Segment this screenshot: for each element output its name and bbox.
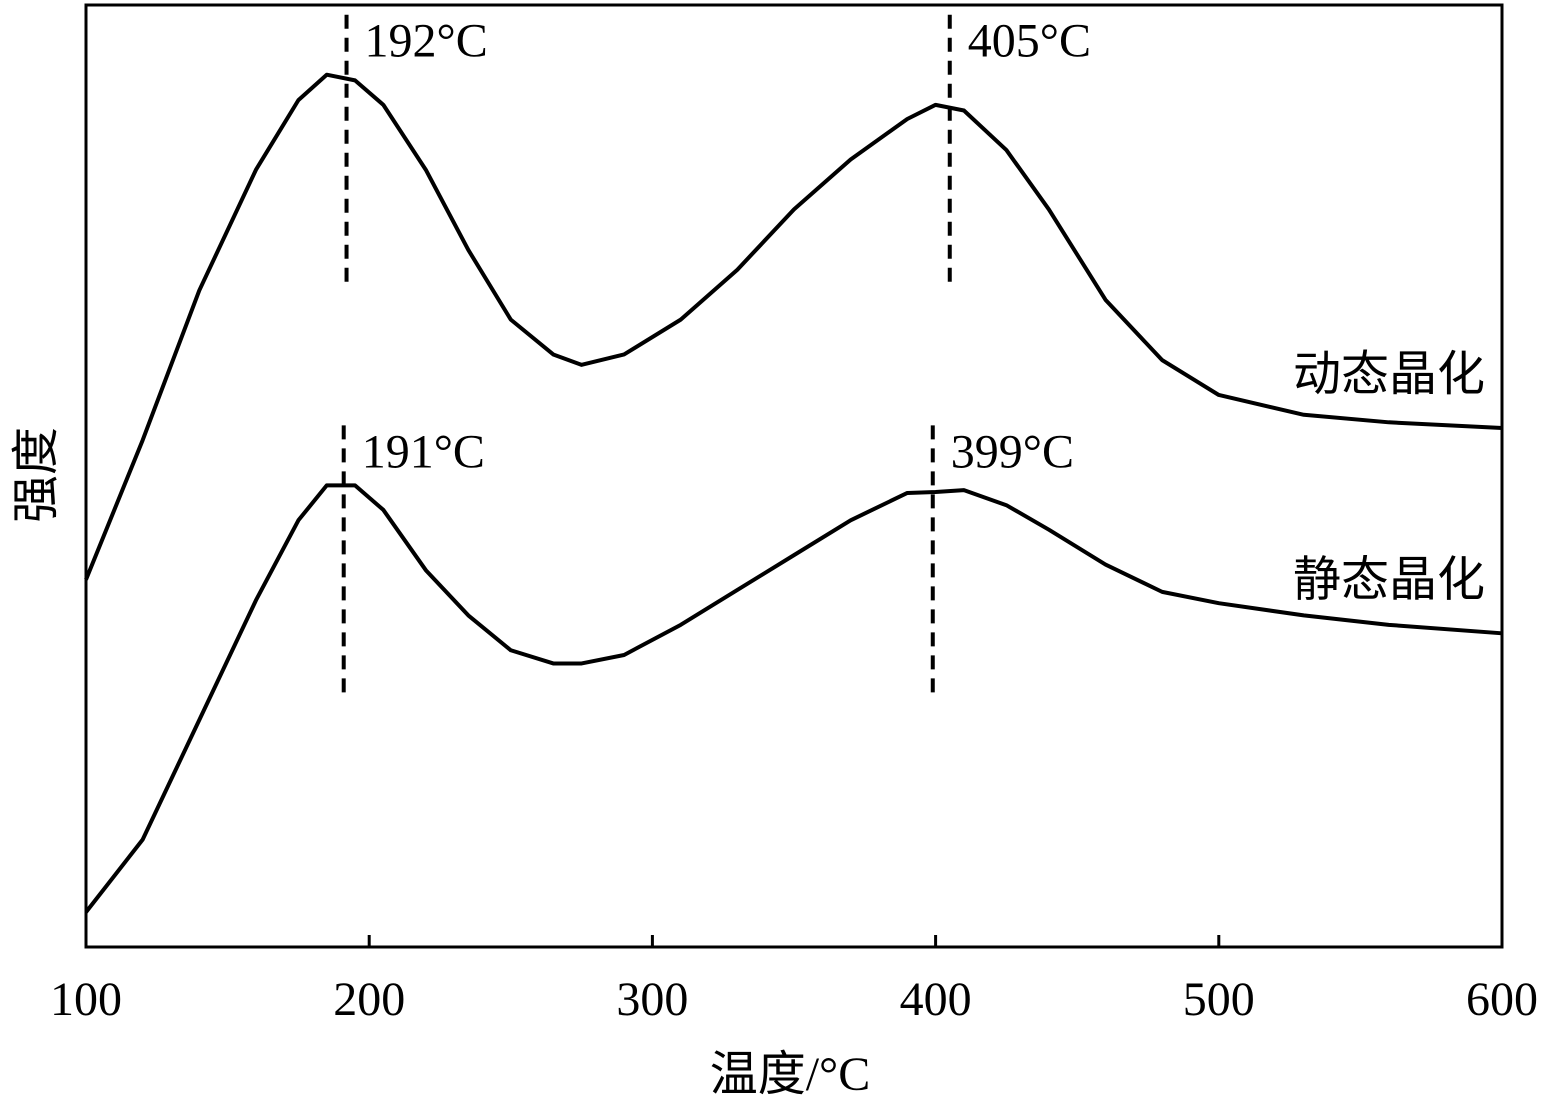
peak-label: 192°C bbox=[365, 15, 488, 68]
peak-label: 191°C bbox=[362, 425, 485, 478]
series-label: 静态晶化 bbox=[1293, 553, 1485, 606]
x-tick-label: 500 bbox=[1183, 973, 1255, 1026]
y-axis-label: 强度 bbox=[10, 427, 63, 523]
peak-label: 405°C bbox=[968, 15, 1091, 68]
peak-label: 399°C bbox=[951, 425, 1074, 478]
data-line bbox=[84, 483, 1503, 914]
x-axis-label: 温度/°C bbox=[710, 1048, 871, 1099]
x-tick-label: 300 bbox=[616, 973, 688, 1026]
data-line bbox=[84, 72, 1503, 581]
x-tick-label: 400 bbox=[900, 973, 972, 1026]
x-tick-label: 600 bbox=[1466, 973, 1538, 1026]
x-tick-label: 200 bbox=[333, 973, 405, 1026]
plot-frame bbox=[84, 3, 1504, 949]
x-tick-label: 100 bbox=[50, 973, 122, 1026]
series-label: 动态晶化 bbox=[1293, 348, 1485, 401]
